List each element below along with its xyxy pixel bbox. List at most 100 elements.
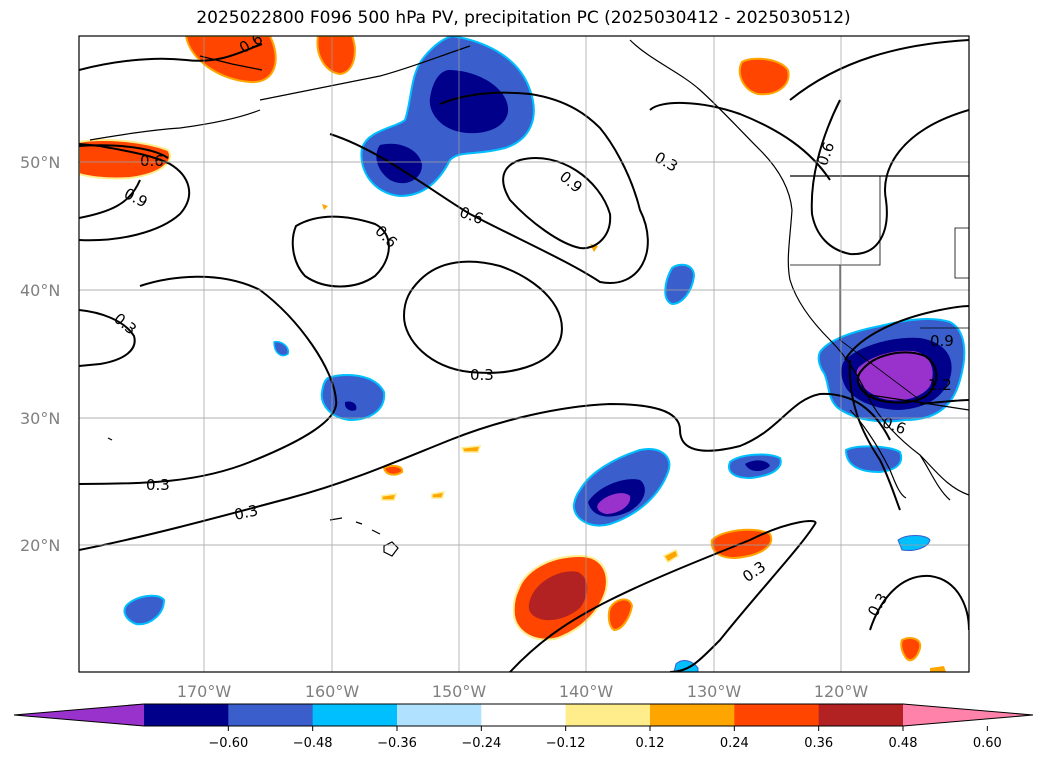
precip-positive-area <box>900 637 922 662</box>
pv-contour-0.6-inner <box>291 215 390 288</box>
pv-contour-0.3-mid <box>402 260 563 374</box>
lon-label: 150°W <box>432 682 487 701</box>
colorbar-tick-label: 0.12 <box>636 736 665 751</box>
colorbar-tick-label: −0.24 <box>461 736 501 751</box>
contour-label: 0.3 <box>739 557 769 585</box>
pv-contour-0.3-north <box>649 102 831 181</box>
pv-contour-cal-outer <box>848 359 901 511</box>
colorbar-segment <box>481 704 567 726</box>
precip-shading <box>79 36 966 672</box>
state-border <box>954 227 969 279</box>
pv-contour-0.6-east <box>810 99 969 256</box>
precip-positive-area <box>431 491 446 499</box>
precip-positive-area <box>381 493 398 501</box>
mexico-mainland-coast <box>919 454 969 496</box>
precip-negative-area <box>673 660 699 672</box>
precip-very-strong-positive-area <box>528 571 588 621</box>
pv-contours <box>79 39 969 672</box>
contour-label: 0.9 <box>121 184 151 211</box>
lat-label: 50°N <box>20 153 60 172</box>
precip-positive-area <box>930 666 946 672</box>
pv-contour-cal-east <box>919 399 969 405</box>
hawaiian-islands <box>329 517 399 557</box>
precip-positive-area <box>460 445 482 453</box>
precip-negative-area <box>273 340 289 357</box>
precip-strong-negative-area <box>429 70 509 134</box>
lat-label: 20°N <box>20 536 60 555</box>
precip-positive-area <box>322 204 328 210</box>
island <box>107 437 113 441</box>
colorbar-tick-label: 0.60 <box>973 736 1002 751</box>
colorbar-segment <box>734 704 820 726</box>
colorbar-tick-label: 0.24 <box>720 736 749 751</box>
contour-label: 0.3 <box>233 501 260 524</box>
state-border <box>790 176 881 266</box>
pv-contour-west-loop <box>79 143 190 242</box>
pv-contour-0.6-main <box>329 91 649 285</box>
precip-extreme-negative-area <box>856 350 933 401</box>
alaska-coastline <box>259 45 471 101</box>
contour-label: 0.3 <box>146 476 170 494</box>
lat-label: 30°N <box>20 409 60 428</box>
contour-label: 0.9 <box>556 167 586 196</box>
colorbar-segment <box>397 704 482 726</box>
precip-strong-negative-area <box>376 143 422 184</box>
pv-contour-0.3-far-se <box>869 574 969 631</box>
gridlines <box>79 36 969 672</box>
contour-label: 1.2 <box>928 376 952 394</box>
contour-label: 0.9 <box>930 332 954 350</box>
colorbar-segment <box>818 704 904 726</box>
colorbar-tick-label: −0.12 <box>546 736 586 751</box>
precip-positive-area <box>738 57 790 96</box>
map-plot-area: 0.6 0.9 0.6 0.9 0.3 0.6 0.6 0.3 0.3 0.3 … <box>79 36 969 672</box>
pv-contour-0.9-ring <box>502 157 612 250</box>
pv-contour-cal-ring <box>844 305 969 361</box>
longitude-labels: 170°W 160°W 150°W 140°W 130°W 120°W <box>177 682 869 701</box>
colorbar-tick-label: 0.36 <box>804 736 833 751</box>
contour-label: 0.6 <box>140 152 164 170</box>
pv-contour-0.3-long <box>79 392 891 551</box>
precip-negative-area <box>320 373 386 422</box>
pv-contour-0.6-top-right <box>789 39 969 101</box>
colorbar-tick-label: 0.48 <box>889 736 918 751</box>
lon-label: 140°W <box>559 682 614 701</box>
contour-label: 0.6 <box>813 140 838 169</box>
colorbar-tick-label: −0.36 <box>377 736 417 751</box>
colorbar-segment <box>312 704 398 726</box>
precip-positive-area <box>382 464 404 476</box>
colorbar-segment <box>228 704 314 726</box>
pv-contour-0.3-south-band <box>79 275 338 485</box>
pv-contour-0.3-se <box>509 520 817 672</box>
map-title: 2025022800 F096 500 hPa PV, precipitatio… <box>196 8 851 28</box>
lon-label: 130°W <box>687 682 742 701</box>
lon-label: 170°W <box>177 682 232 701</box>
precip-positive-area <box>662 548 679 564</box>
precip-strong-negative-area <box>745 460 770 471</box>
lon-label: 120°W <box>814 682 869 701</box>
colorbar-segment <box>144 704 229 726</box>
sea-of-okhotsk-coast <box>199 55 263 71</box>
colorbar-segment <box>650 704 735 726</box>
precip-positive-area <box>316 36 356 76</box>
precip-negative-area <box>123 594 166 626</box>
lat-label: 40°N <box>20 281 60 300</box>
lon-label: 160°W <box>305 682 360 701</box>
precip-negative-area <box>897 535 931 551</box>
precip-negative-area <box>664 263 696 306</box>
map-frame <box>78 35 970 673</box>
colorbar-tick-label: −0.48 <box>293 736 333 751</box>
latitude-labels: 50°N 40°N 30°N 20°N <box>20 153 60 555</box>
contour-label: 0.6 <box>371 222 401 252</box>
colorbar-extend-high <box>903 704 1033 726</box>
colorbar-tick-label: −0.60 <box>208 736 248 751</box>
precip-strong-negative-area <box>344 401 357 411</box>
pv-contour-top-left <box>79 43 263 71</box>
precip-positive-area <box>607 598 634 632</box>
pv-contour-0.3-west-band <box>79 309 136 367</box>
precip-extreme-negative-area <box>597 493 631 514</box>
colorbar: −0.60 −0.48 −0.36 −0.24 −0.12 0.12 0.24 0.36 0.4… <box>13 703 1034 751</box>
colorbar-segment <box>565 704 651 726</box>
colorbar-extend-low <box>14 704 144 726</box>
pv-contour-0.9-west <box>79 179 141 219</box>
